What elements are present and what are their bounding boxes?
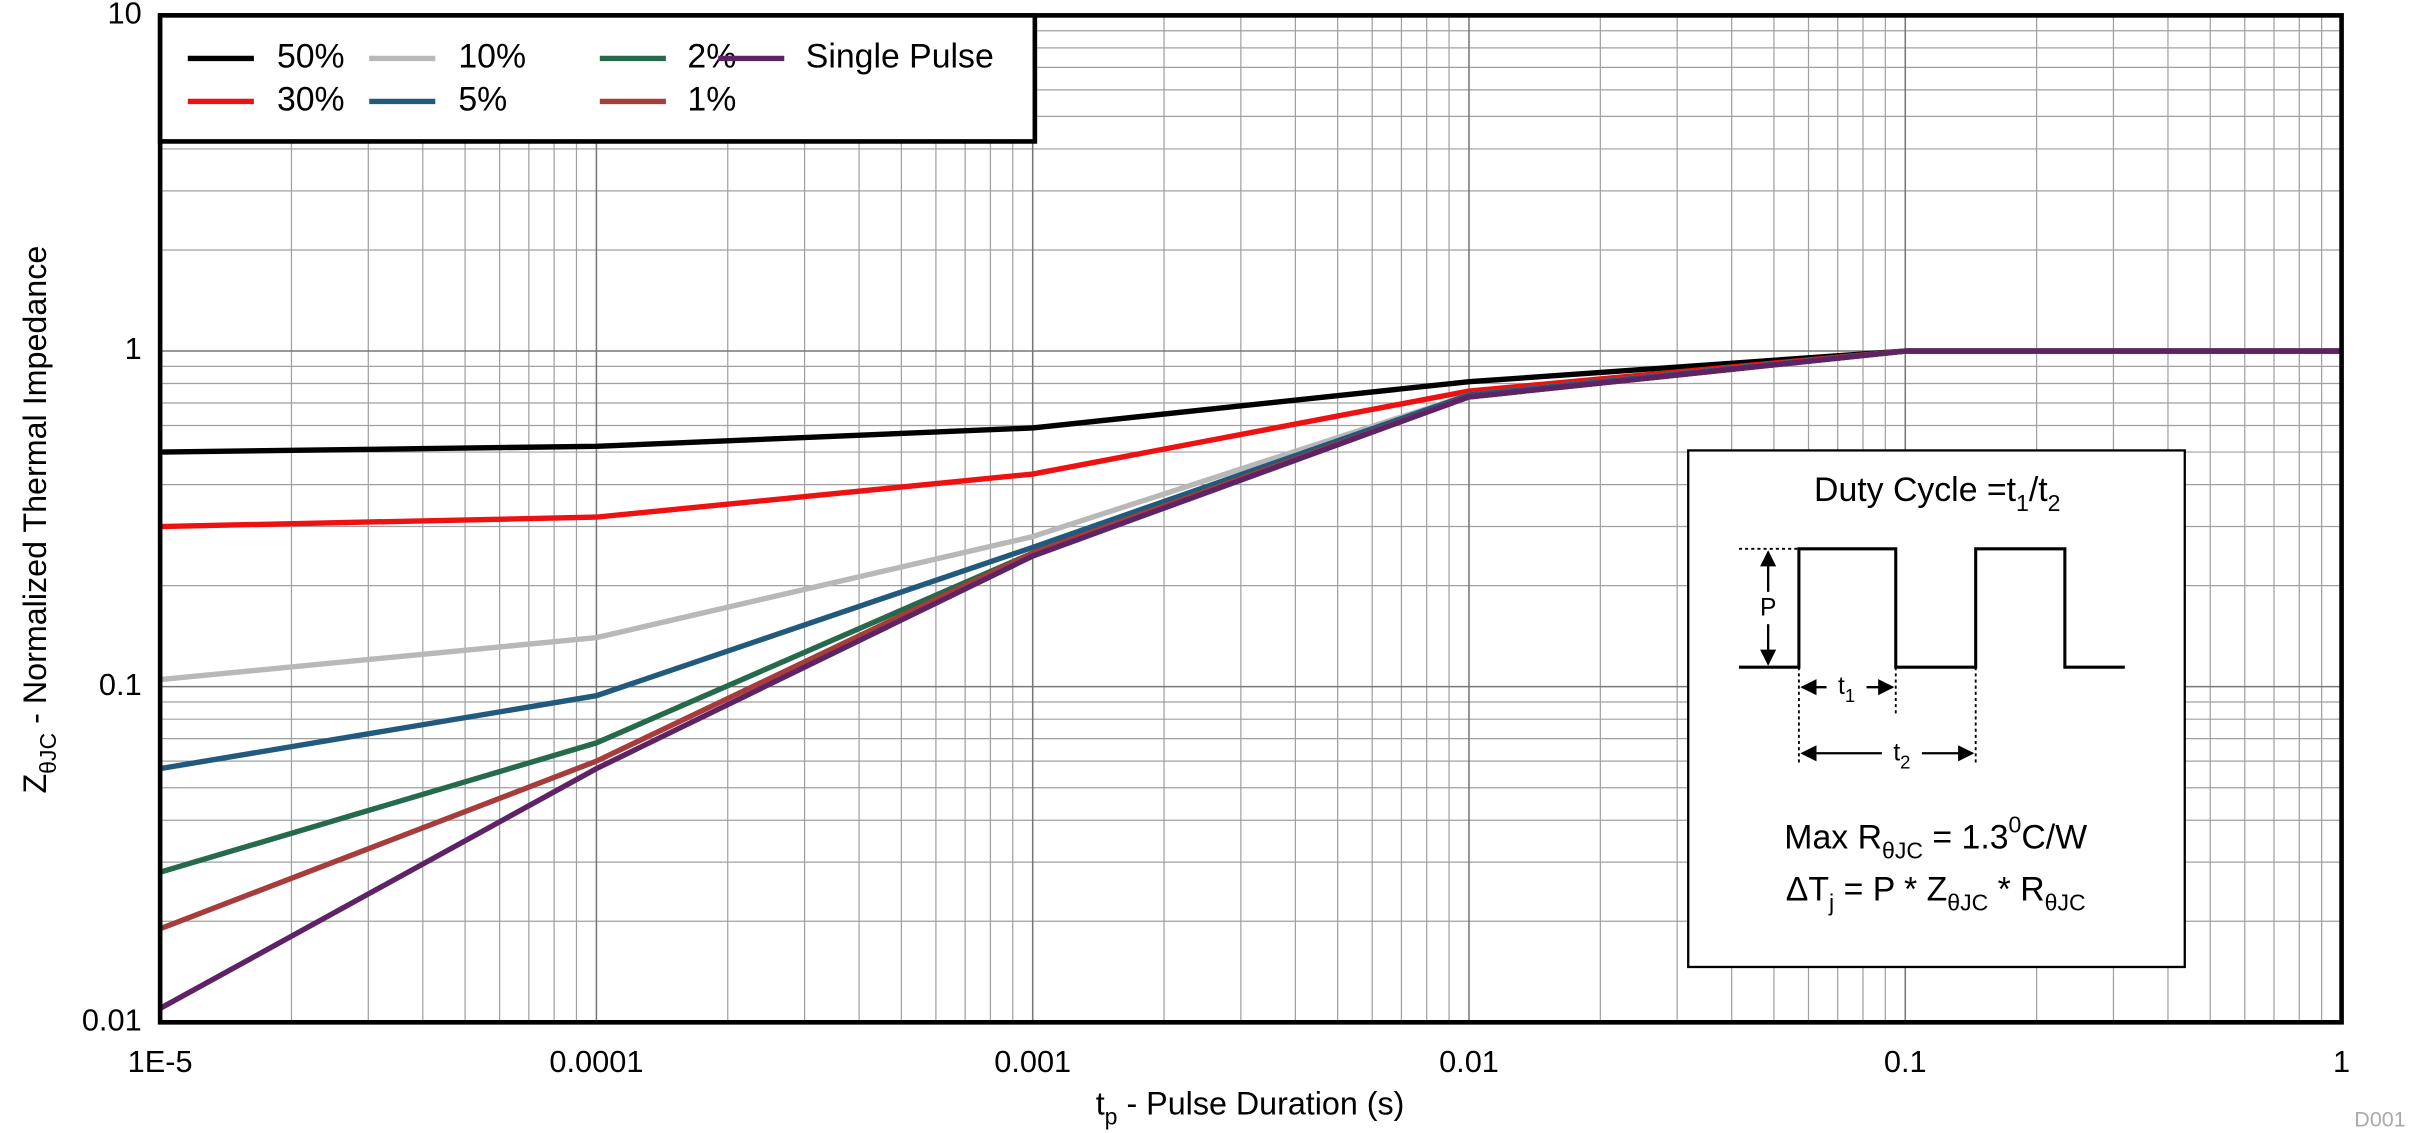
legend-label: Single Pulse [806,37,994,75]
lines [158,348,2342,1011]
plot-frame [157,13,2344,1025]
legend-label: 50% [277,37,345,75]
x-tick-label: 1 [2333,1044,2350,1079]
legend-label: 30% [277,80,345,118]
x-tick-label: 1E-5 [128,1044,193,1079]
footer: D001 [2354,1107,2405,1131]
x-tick-label: 0.001 [994,1044,1071,1079]
inset: Duty Cycle =t1/t2 P t1 t2 Max RθJC = 1.3… [1687,449,2186,969]
x-tick-label: 0.01 [1439,1044,1499,1079]
y-tick-label: 0.01 [82,1002,142,1037]
legend-label: 5% [458,80,507,118]
y-tick-label: 1 [125,331,142,366]
pulse-label: P [1760,594,1776,621]
legend-label: 10% [458,37,526,75]
y-axis-label: ZθJC - Normalized Thermal Impedance [17,246,62,794]
inset-box [1687,449,2186,969]
x-tick-label: 0.1 [1884,1044,1927,1079]
inset-title: Duty Cycle =t1/t2 [1814,471,2060,516]
arrows [1760,550,1975,762]
x-tick-label: 0.0001 [549,1044,643,1079]
guides [1738,547,1977,765]
x-axis-label: tp - Pulse Duration (s) [1096,1085,1405,1130]
t1-label: t1 [1838,673,1855,707]
legend: 50%30%10%5%2%1%Single Pulse [187,37,994,118]
t2-label: t2 [1893,739,1910,773]
y-tick-label: 0.1 [99,667,142,702]
max-r: Max RθJC = 1.30C/W [1784,811,2087,863]
legend-label: 1% [687,80,736,118]
pulse-wave [1738,547,2125,669]
delta-formula: ΔTj = P * ZθJC * RθJC [1786,871,2086,916]
y-tick-label: 10 [107,0,141,30]
series-line [158,348,2342,1011]
legend-box [157,13,1038,144]
ticks: 1E-5 0.0001 0.001 0.01 0.1 1 0.01 0.1 1 10 [82,0,2350,1079]
